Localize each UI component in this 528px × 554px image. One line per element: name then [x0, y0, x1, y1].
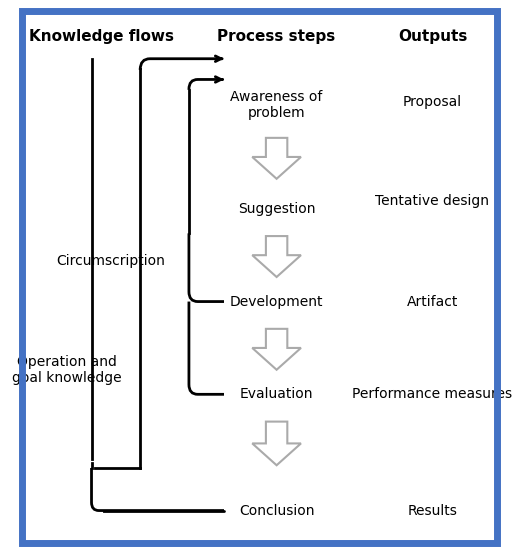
Polygon shape — [252, 329, 301, 370]
Text: Knowledge flows: Knowledge flows — [29, 29, 174, 44]
Text: Evaluation: Evaluation — [240, 387, 313, 401]
Text: Suggestion: Suggestion — [238, 202, 315, 216]
Text: Results: Results — [408, 504, 457, 517]
Polygon shape — [252, 236, 301, 277]
Text: Outputs: Outputs — [398, 29, 467, 44]
Text: Performance measures: Performance measures — [352, 387, 513, 401]
Text: Circumscription: Circumscription — [56, 254, 165, 268]
Text: Proposal: Proposal — [403, 95, 462, 109]
Text: Operation and
goal knowledge: Operation and goal knowledge — [12, 355, 122, 385]
Text: Artifact: Artifact — [407, 295, 458, 309]
Text: Tentative design: Tentative design — [375, 193, 489, 208]
Text: Development: Development — [230, 295, 323, 309]
Text: Process steps: Process steps — [218, 29, 336, 44]
Text: Awareness of
problem: Awareness of problem — [230, 90, 323, 120]
Text: Conclusion: Conclusion — [239, 504, 314, 517]
Polygon shape — [252, 422, 301, 465]
Polygon shape — [252, 138, 301, 179]
